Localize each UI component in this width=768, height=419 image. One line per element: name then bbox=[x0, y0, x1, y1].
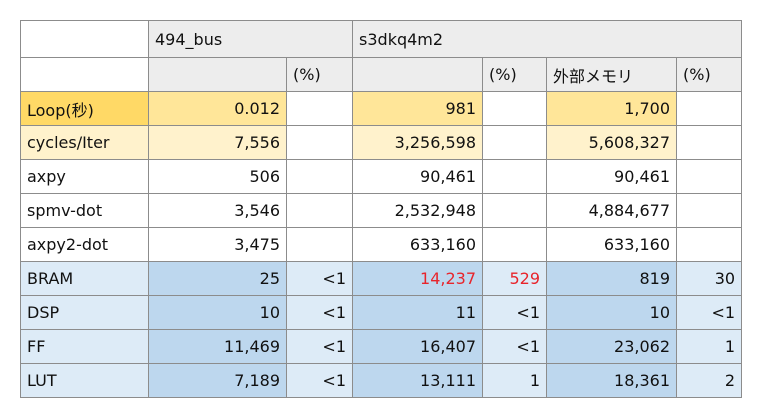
group-header: 494_bus bbox=[147, 20, 354, 58]
cell: 10 bbox=[148, 295, 287, 330]
table-row: spmv-dot 3,546 2,532,948 4,884,677 bbox=[20, 193, 743, 228]
cell: 1,700 bbox=[546, 91, 678, 126]
cell: 506 bbox=[148, 159, 287, 194]
cell: 4,884,677 bbox=[546, 193, 678, 228]
empty-cell bbox=[285, 125, 354, 160]
empty-cell bbox=[676, 125, 743, 160]
cell: 0.012 bbox=[148, 91, 287, 126]
cell bbox=[20, 57, 149, 92]
cell: 5,608,327 bbox=[546, 125, 678, 160]
cell: 3,256,598 bbox=[352, 125, 484, 160]
cell: 3,475 bbox=[148, 227, 287, 262]
cell: 13,111 bbox=[352, 363, 484, 398]
table-row: Loop(秒) 0.012 981 1,700 bbox=[20, 91, 743, 126]
cell: 2,532,948 bbox=[352, 193, 484, 228]
empty-cell bbox=[482, 193, 548, 228]
subheader-row: (%) (%) 外部メモリ (%) bbox=[20, 57, 743, 92]
table-row: DSP 10 <1 11 <1 10 <1 bbox=[20, 295, 743, 330]
cell: <1 bbox=[676, 295, 743, 330]
cell: 14,237 bbox=[352, 261, 484, 296]
cell: 30 bbox=[676, 261, 743, 296]
cell: 11 bbox=[352, 295, 484, 330]
table-row: axpy2-dot 3,475 633,160 633,160 bbox=[20, 227, 743, 262]
cell: 16,407 bbox=[352, 329, 484, 364]
empty-cell bbox=[676, 227, 743, 262]
empty-cell bbox=[285, 91, 354, 126]
empty-cell bbox=[482, 159, 548, 194]
table-body: Loop(秒) 0.012 981 1,700 cycles/Iter 7,556 3,25… bbox=[20, 91, 743, 398]
subheader: (%) bbox=[285, 57, 354, 92]
cell: <1 bbox=[285, 363, 354, 398]
cell: 819 bbox=[546, 261, 678, 296]
cell: 529 bbox=[482, 261, 548, 296]
cell: Loop(秒) bbox=[20, 91, 149, 126]
cell: 633,160 bbox=[352, 227, 484, 262]
cell: axpy bbox=[20, 159, 149, 194]
cell: 11,469 bbox=[148, 329, 287, 364]
group-header: s3dkq4m2 bbox=[352, 20, 743, 58]
cell: 981 bbox=[352, 91, 484, 126]
empty-cell bbox=[482, 91, 548, 126]
empty-cell bbox=[285, 159, 354, 194]
empty-cell bbox=[285, 227, 354, 262]
cell: FF bbox=[20, 329, 149, 364]
cell: <1 bbox=[482, 295, 548, 330]
cell: BRAM bbox=[20, 261, 149, 296]
empty-cell bbox=[285, 193, 354, 228]
cell: 25 bbox=[148, 261, 287, 296]
cell: cycles/Iter bbox=[20, 125, 149, 160]
cell: DSP bbox=[20, 295, 149, 330]
subheader: (%) bbox=[676, 57, 743, 92]
cell: <1 bbox=[285, 295, 354, 330]
cell: 90,461 bbox=[352, 159, 484, 194]
cell bbox=[20, 20, 149, 58]
table-row: axpy 506 90,461 90,461 bbox=[20, 159, 743, 194]
cell: 10 bbox=[546, 295, 678, 330]
empty-cell bbox=[676, 193, 743, 228]
table-row: LUT 7,189 <1 13,111 1 18,361 2 bbox=[20, 363, 743, 398]
empty-cell bbox=[676, 159, 743, 194]
cell: <1 bbox=[285, 261, 354, 296]
table-row: FF 11,469 <1 16,407 <1 23,062 1 bbox=[20, 329, 743, 364]
cell: LUT bbox=[20, 363, 149, 398]
empty-cell bbox=[482, 227, 548, 262]
empty-cell bbox=[482, 125, 548, 160]
cell bbox=[148, 57, 287, 92]
cell: <1 bbox=[285, 329, 354, 364]
empty-cell bbox=[676, 91, 743, 126]
cell: spmv-dot bbox=[20, 193, 149, 228]
cell: 90,461 bbox=[546, 159, 678, 194]
cell: 18,361 bbox=[546, 363, 678, 398]
cell: 23,062 bbox=[546, 329, 678, 364]
cell: 7,556 bbox=[148, 125, 287, 160]
cell: axpy2-dot bbox=[20, 227, 149, 262]
subheader: (%) bbox=[482, 57, 548, 92]
cell bbox=[352, 57, 484, 92]
subheader: 外部メモリ bbox=[546, 57, 678, 92]
cell: <1 bbox=[482, 329, 548, 364]
cell: 2 bbox=[676, 363, 743, 398]
data-table: 494_bus s3dkq4m2 (%) (%) 外部メモリ (%) Loop(… bbox=[20, 20, 743, 398]
cell: 7,189 bbox=[148, 363, 287, 398]
header-row: 494_bus s3dkq4m2 bbox=[20, 20, 743, 58]
table-row: BRAM 25 <1 14,237 529 819 30 bbox=[20, 261, 743, 296]
cell: 633,160 bbox=[546, 227, 678, 262]
cell: 1 bbox=[482, 363, 548, 398]
cell: 3,546 bbox=[148, 193, 287, 228]
table-row: cycles/Iter 7,556 3,256,598 5,608,327 bbox=[20, 125, 743, 160]
cell: 1 bbox=[676, 329, 743, 364]
